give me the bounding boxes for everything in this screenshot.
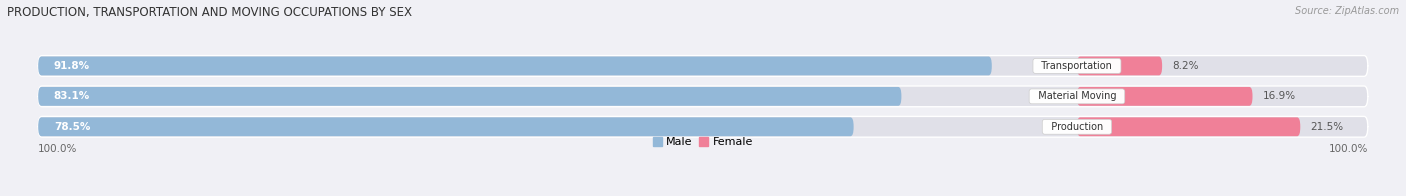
FancyBboxPatch shape xyxy=(1077,56,1163,75)
Text: Transportation: Transportation xyxy=(1035,61,1119,71)
Text: 91.8%: 91.8% xyxy=(53,61,90,71)
Text: 83.1%: 83.1% xyxy=(53,91,90,101)
FancyBboxPatch shape xyxy=(38,117,853,136)
Text: 16.9%: 16.9% xyxy=(1263,91,1296,101)
Text: Source: ZipAtlas.com: Source: ZipAtlas.com xyxy=(1295,6,1399,16)
FancyBboxPatch shape xyxy=(38,86,1368,107)
Text: PRODUCTION, TRANSPORTATION AND MOVING OCCUPATIONS BY SEX: PRODUCTION, TRANSPORTATION AND MOVING OC… xyxy=(7,6,412,19)
FancyBboxPatch shape xyxy=(38,55,1368,76)
Legend: Male, Female: Male, Female xyxy=(648,133,758,152)
FancyBboxPatch shape xyxy=(38,56,991,75)
Text: 100.0%: 100.0% xyxy=(1329,144,1368,154)
Text: 78.5%: 78.5% xyxy=(53,122,90,132)
FancyBboxPatch shape xyxy=(38,87,901,106)
FancyBboxPatch shape xyxy=(38,116,1368,137)
Text: 8.2%: 8.2% xyxy=(1173,61,1199,71)
FancyBboxPatch shape xyxy=(1077,87,1253,106)
FancyBboxPatch shape xyxy=(1077,117,1301,136)
Text: 100.0%: 100.0% xyxy=(38,144,77,154)
Text: Material Moving: Material Moving xyxy=(1032,91,1122,101)
Text: Production: Production xyxy=(1045,122,1109,132)
Text: 21.5%: 21.5% xyxy=(1310,122,1344,132)
